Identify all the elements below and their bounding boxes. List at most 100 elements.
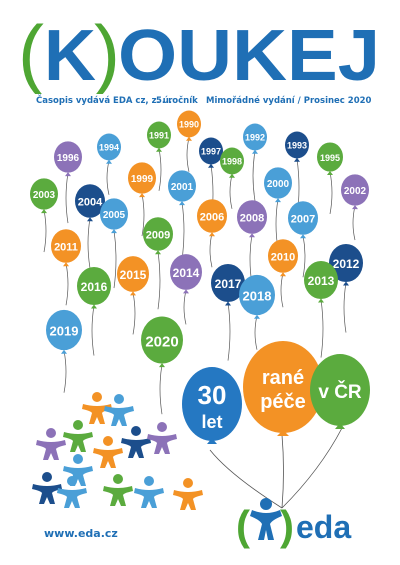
publisher-text: Časopis vydává EDA cz, z. ú. [36, 96, 173, 106]
balloon-shape [288, 201, 318, 235]
balloon-string [281, 427, 343, 509]
balloon-rane-pece: rané péče [243, 341, 323, 436]
balloon-year-label: 1991 [149, 131, 169, 141]
masthead: ( K ) OUKEJ [18, 14, 380, 94]
balloon-shape [197, 199, 227, 233]
balloon-shape [211, 263, 245, 303]
people-figures [32, 392, 203, 510]
year-balloon-2010: 2010 [268, 239, 298, 308]
balloon-year-label: 2011 [54, 242, 78, 254]
balloon-year-label: 2017 [215, 277, 242, 291]
balloon-shape [46, 309, 82, 351]
person-figure-icon [104, 394, 134, 426]
balloon-year-label: 1999 [131, 174, 154, 185]
balloon-30-let: 30 let [182, 367, 242, 444]
year-balloon-2018: 2018 [239, 274, 275, 350]
person-figure-icon [134, 476, 164, 508]
balloon-30-text: 30 [198, 380, 227, 410]
balloon-shape [54, 141, 82, 173]
balloon-year-label: 2003 [33, 190, 56, 201]
balloon-shape [220, 147, 244, 175]
balloon-year-label: 2014 [173, 266, 200, 280]
balloon-year-label: 1998 [222, 157, 242, 167]
balloon-shape [237, 200, 267, 234]
person-figure-icon [63, 454, 93, 486]
person-figure-icon [173, 478, 203, 510]
balloon-shape [97, 133, 121, 161]
balloon-shape [177, 110, 201, 138]
person-figure-icon [32, 472, 62, 504]
year-balloon-2014: 2014 [170, 254, 202, 325]
year-balloon-1992: 1992 [243, 123, 267, 201]
edition-text: Mimořádné vydání / Prosinec 2020 [206, 96, 372, 106]
balloon-string [159, 364, 163, 415]
year-balloon-2013: 2013 [304, 260, 338, 358]
balloon-string [141, 194, 145, 237]
balloon-year-label: 1992 [245, 133, 265, 143]
balloon-shape [30, 178, 58, 210]
anniversary-balloons [209, 427, 343, 509]
balloon-year-label: 2016 [81, 280, 108, 294]
balloon-shape [329, 243, 363, 283]
person-figure-icon [121, 426, 151, 458]
balloon-year-label: 2019 [50, 323, 79, 338]
balloon-shape [77, 266, 111, 306]
year-balloon-1998: 1998 [220, 147, 244, 209]
website-link[interactable]: www.eda.cz [44, 527, 118, 540]
balloon-year-label: 2012 [333, 257, 360, 271]
balloon-year-label: 2013 [308, 274, 335, 288]
balloon-string [87, 218, 91, 269]
balloon-string [65, 263, 69, 306]
logo-word: eda [296, 509, 351, 545]
balloon-string [113, 230, 117, 289]
balloon-year-label: 2020 [145, 333, 178, 350]
balloon-shape [304, 260, 338, 300]
balloon-shape [264, 167, 292, 199]
balloon-shape [170, 254, 202, 290]
balloon-year-label: 2006 [200, 212, 224, 224]
balloon-year-label: 2009 [146, 230, 170, 242]
balloon-string [320, 299, 324, 358]
balloon-year-label: 2004 [78, 197, 103, 209]
year-balloon-1999: 1999 [128, 162, 156, 237]
issue-info-line: Časopis vydává EDA cz, z. ú. 5. ročník M… [36, 96, 371, 110]
balloon-shape [147, 121, 171, 149]
masthead-letter-k: K [44, 16, 96, 94]
year-balloon-1993: 1993 [285, 131, 309, 217]
person-figure-icon [36, 428, 66, 460]
year-balloon-2004: 2004 [75, 184, 105, 269]
balloon-year-label: 1993 [287, 141, 307, 151]
year-balloon-2016: 2016 [77, 266, 111, 356]
balloon-string [227, 302, 231, 361]
masthead-title: OUKEJ [118, 16, 380, 94]
masthead-close-paren: ) [94, 14, 120, 94]
person-figure-icon [103, 474, 133, 506]
year-balloon-2002: 2002 [341, 174, 369, 241]
balloon-year-label: 1990 [179, 120, 199, 130]
balloon-shape [243, 123, 267, 151]
balloon-rane-text: rané [262, 367, 304, 389]
person-figure-icon [93, 436, 123, 468]
logo-figure-icon [250, 498, 282, 540]
balloon-shape [128, 162, 156, 194]
balloon-shape [117, 256, 149, 292]
balloon-year-label: 2010 [271, 252, 295, 264]
year-balloon-2007: 2007 [288, 201, 318, 278]
balloon-string [65, 173, 69, 224]
logo-close-paren: ) [280, 502, 294, 549]
person-figure-icon [147, 422, 177, 454]
balloon-shape [317, 142, 343, 172]
volume-text: 5. ročník [156, 96, 198, 106]
balloon-shape [239, 274, 275, 316]
balloon-shape [341, 174, 369, 206]
eda-logo: ( ) eda [236, 498, 351, 549]
balloon-year-label: 2000 [267, 179, 290, 190]
year-balloon-2017: 2017 [211, 263, 245, 361]
balloon-year-label: 2007 [291, 214, 315, 226]
balloon-v-cr-text: v ČR [318, 381, 362, 403]
year-balloon-2008: 2008 [237, 200, 267, 285]
balloon-string [91, 305, 95, 356]
balloon-shape [268, 239, 298, 273]
